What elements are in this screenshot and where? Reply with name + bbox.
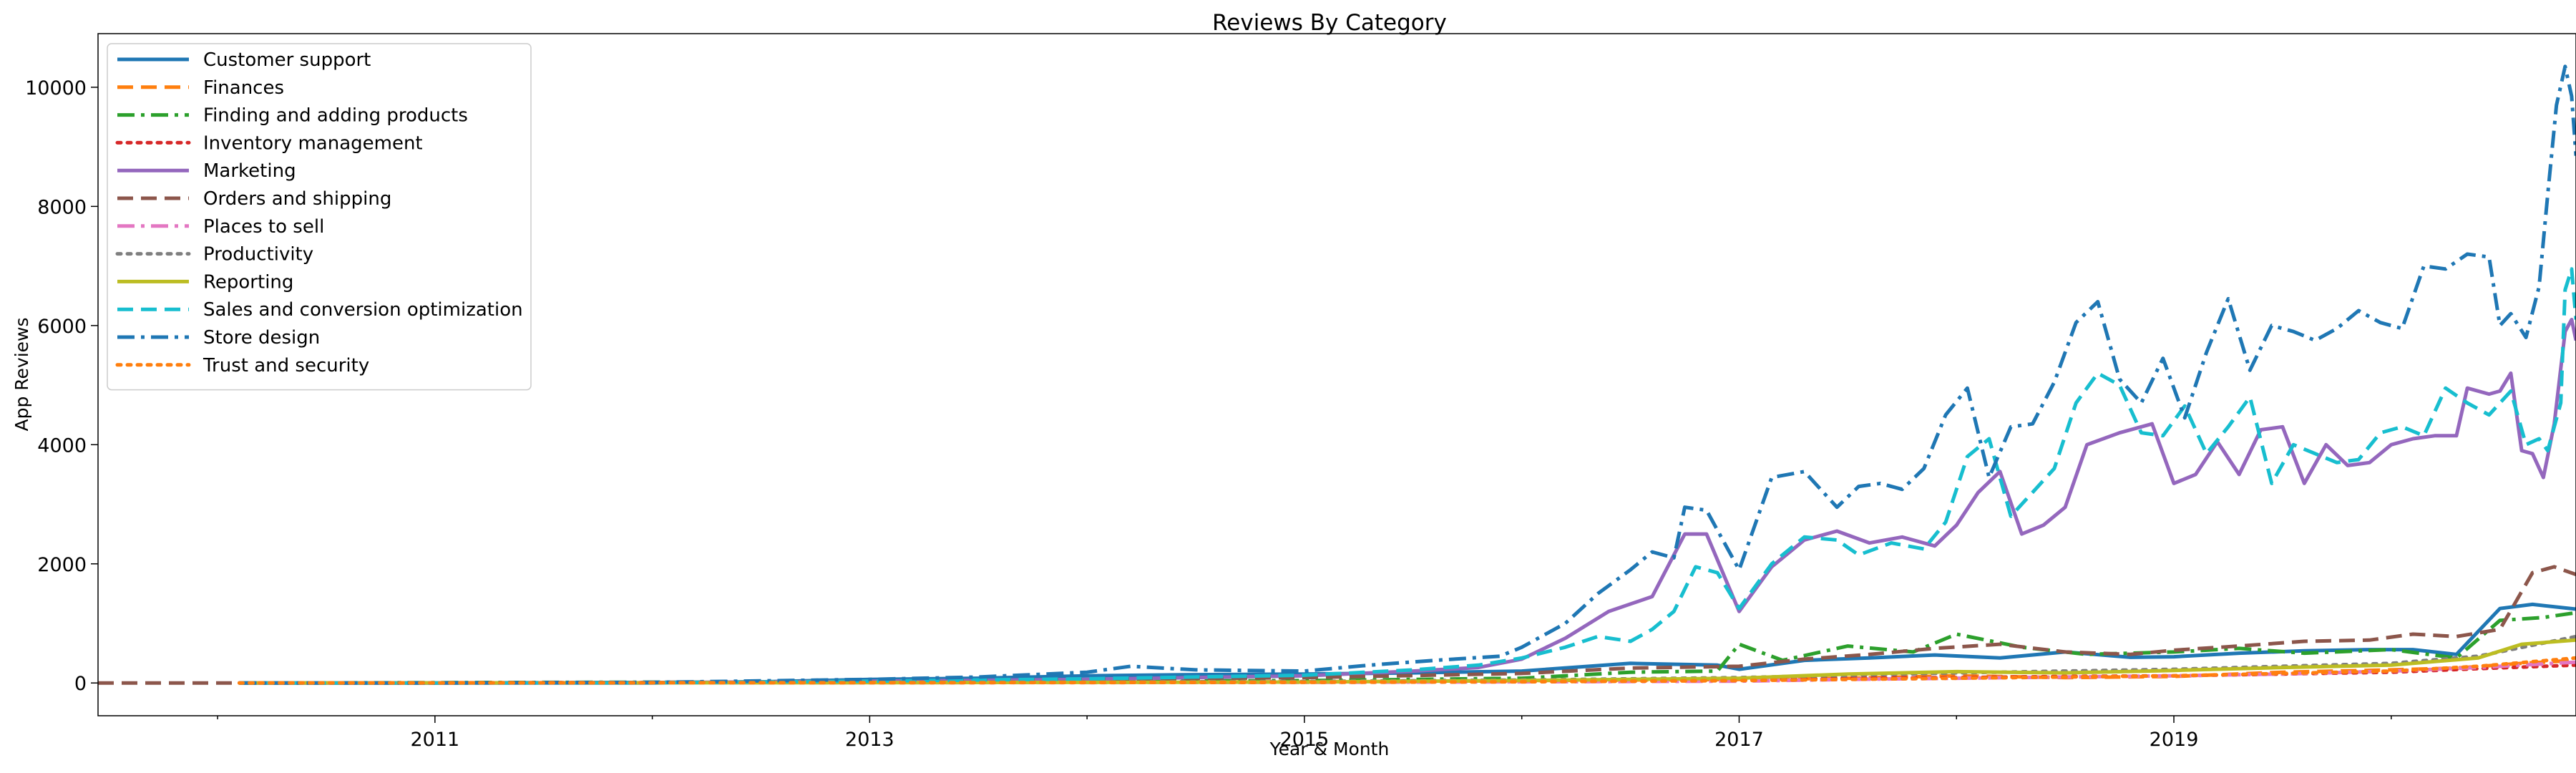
series-line-finding-and-adding-products: [239, 611, 2576, 685]
y-tick-label: 6000: [37, 316, 87, 338]
legend-label-store-design: Store design: [203, 327, 320, 349]
x-tick-label: 2015: [1280, 729, 1330, 751]
plot-frame: [97, 33, 2576, 716]
y-tick-label: 10000: [25, 77, 87, 99]
legend-label-inventory-management: Inventory management: [203, 132, 423, 154]
legend: Customer support Finances Finding and addi…: [107, 43, 532, 391]
y-tick-label: 4000: [37, 434, 87, 457]
legend-label-customer-support: Customer support: [203, 49, 371, 71]
legend-label-trust-and-security: Trust and security: [203, 355, 369, 376]
y-axis-label: App Reviews: [11, 317, 32, 431]
y-tick-label: 0: [74, 673, 87, 695]
series-line-trust-and-security: [238, 656, 2576, 685]
legend-frame: [107, 43, 532, 391]
legend-label-finances: Finances: [203, 77, 284, 99]
series-line-orders-and-shipping: [98, 565, 2576, 685]
series-line-marketing: [239, 318, 2576, 685]
chart-title: Reviews By Category: [1212, 10, 1447, 36]
legend-label-orders-and-shipping: Orders and shipping: [203, 188, 391, 210]
plot-lines: [98, 64, 2576, 685]
legend-label-reporting: Reporting: [203, 271, 293, 293]
legend-label-finding-and-adding-products: Finding and adding products: [203, 105, 468, 127]
legend-label-sales-and-conversion-optimization: Sales and conversion optimization: [203, 299, 523, 321]
series-line-sales-and-conversion-optimization: [239, 267, 2576, 685]
legend-label-marketing: Marketing: [203, 160, 296, 182]
y-tick-label: 8000: [37, 196, 87, 218]
x-tick-label: 2017: [1714, 729, 1764, 751]
x-axis: 2011 2013 2015 2017 2019: [217, 716, 2392, 751]
legend-label-productivity: Productivity: [203, 244, 313, 266]
y-tick-label: 2000: [37, 554, 87, 576]
x-tick-label: 2013: [845, 729, 894, 751]
series-line-store-design: [239, 64, 2576, 685]
x-tick-label: 2019: [2150, 729, 2199, 751]
legend-label-places-to-sell: Places to sell: [203, 216, 324, 238]
x-tick-label: 2011: [410, 729, 459, 751]
x-axis-label: Year & Month: [1269, 739, 1390, 759]
y-axis: 0 2000 4000 6000 8000 10000: [25, 77, 98, 695]
